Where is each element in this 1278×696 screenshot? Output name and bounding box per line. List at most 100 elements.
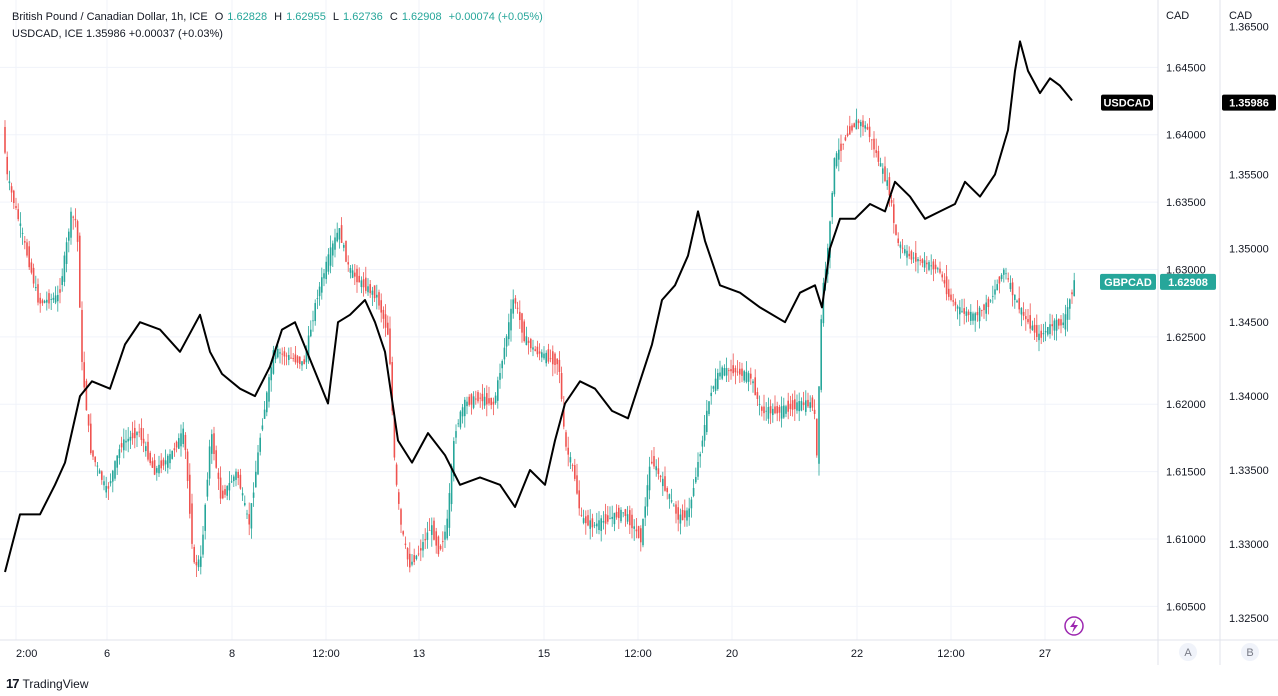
candle-body [378, 292, 380, 306]
candle-body [391, 362, 393, 411]
candle-body [961, 310, 963, 312]
candle-body [855, 119, 858, 130]
candle-body [789, 403, 792, 410]
candle-body [411, 561, 413, 565]
candle-body [934, 264, 937, 270]
candle-body [406, 548, 409, 560]
candle-body [668, 494, 671, 499]
candle-body [191, 503, 193, 544]
candle-body [426, 532, 429, 540]
candle-body [475, 398, 477, 400]
candle-body [301, 361, 303, 366]
candle-body [369, 284, 371, 294]
candle-body [373, 285, 376, 299]
candle-body [41, 300, 44, 304]
candle-body [1038, 333, 1040, 341]
time-axis-tick: 12:00 [624, 648, 652, 660]
candle-body [666, 488, 668, 493]
candle-body [1022, 311, 1025, 316]
candle-body [653, 456, 655, 467]
series-tag-usdcad[interactable]: USDCAD [1101, 94, 1153, 111]
candle-body [842, 143, 844, 145]
candle-body [505, 336, 508, 347]
tradingview-branding[interactable]: 17 TradingView [6, 676, 89, 691]
candle-body [556, 358, 558, 365]
candle-body [708, 401, 710, 415]
candle-body [578, 490, 580, 509]
candle-body [494, 395, 497, 403]
candle-body [356, 268, 358, 283]
candle-body [266, 392, 268, 413]
series-name-label: GBPCAD [1104, 277, 1152, 289]
candle-body [835, 153, 838, 167]
candle-body [657, 468, 660, 475]
candle-body [479, 397, 481, 399]
candle-body [120, 443, 123, 448]
candle-body [59, 289, 61, 293]
candle-body [987, 298, 990, 308]
candle-body [321, 277, 323, 293]
candle-body [178, 438, 180, 449]
candle-body [776, 406, 778, 414]
candle-body [519, 311, 521, 321]
candle-body [15, 206, 17, 209]
candle-body [61, 276, 63, 286]
candle-body [327, 254, 330, 272]
candle-body [1027, 319, 1029, 323]
candle-body [796, 402, 798, 411]
candle-body [63, 255, 66, 282]
log-scale-button[interactable]: B [1241, 643, 1259, 661]
candle-body [567, 447, 569, 455]
candle-body [941, 274, 943, 278]
candle-body [948, 288, 950, 297]
candle-body [1069, 299, 1071, 309]
economic-event-icon[interactable] [1064, 616, 1084, 636]
time-axis-tick: 22 [851, 648, 863, 660]
candle-body [998, 276, 1001, 284]
candle-body [442, 541, 444, 543]
candle-body [211, 434, 213, 454]
candle-body [560, 372, 563, 399]
candle-body [624, 509, 627, 516]
auto-scale-button[interactable]: A [1179, 643, 1197, 661]
candle-body [532, 347, 534, 350]
candle-body [633, 526, 635, 529]
candle-body [428, 530, 431, 531]
candle-body [928, 262, 930, 270]
right-axis-tick: 1.34000 [1229, 391, 1269, 403]
candle-body [604, 514, 607, 524]
candle-body [602, 521, 605, 523]
candle-body [371, 290, 374, 295]
candle-body [413, 555, 415, 563]
candle-body [307, 335, 310, 359]
candle-body [569, 457, 572, 463]
candle-body [648, 466, 651, 491]
candle-body [686, 510, 688, 521]
candle-body [710, 392, 712, 397]
candle-body [343, 244, 345, 248]
candle-body [714, 378, 717, 391]
candle-body [1053, 320, 1056, 331]
series-tag-gbpcad[interactable]: GBPCAD [1100, 273, 1156, 290]
candle-body [589, 520, 591, 529]
candle-body [677, 507, 679, 520]
candle-body [763, 406, 765, 414]
candle-body [585, 516, 587, 524]
candle-body [1055, 319, 1058, 331]
candle-body [310, 329, 312, 337]
legend-main-row: British Pound / Canadian Dollar, 1h, ICE… [12, 9, 551, 26]
auto-scale-bg [1179, 643, 1197, 661]
candle-body [662, 478, 664, 487]
candle-body [1011, 282, 1014, 296]
candle-body [173, 448, 176, 451]
candle-body [816, 418, 818, 456]
candle-body [576, 475, 578, 494]
candle-body [582, 518, 585, 523]
grid [0, 0, 1158, 640]
candle-body [1071, 292, 1073, 295]
candle-body [565, 432, 567, 447]
candle-body [314, 303, 316, 322]
candle-body [296, 356, 299, 363]
candle-body [538, 351, 541, 354]
